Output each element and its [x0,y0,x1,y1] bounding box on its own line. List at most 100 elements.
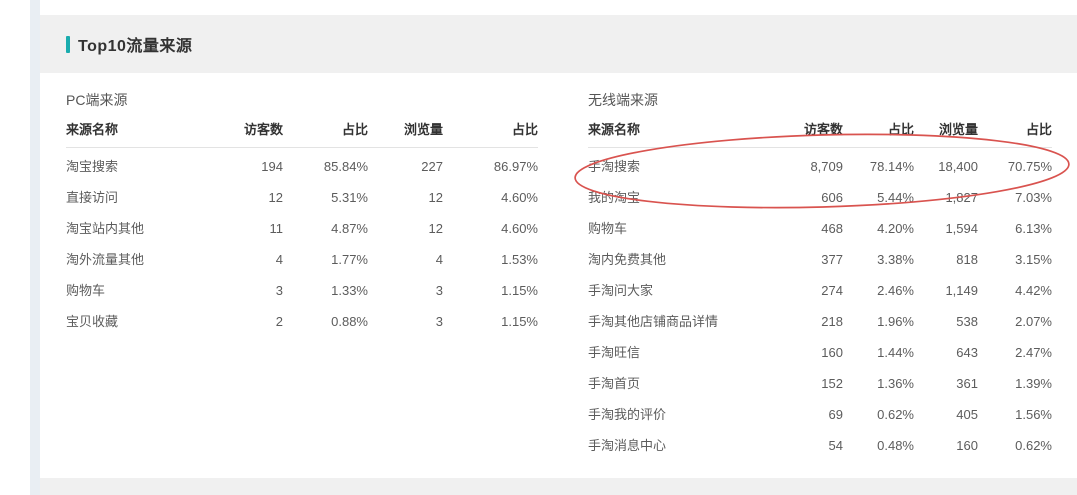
table-row: 购物车 468 4.20% 1,594 6.13% [588,213,1052,244]
title-accent-marker [66,35,70,53]
cell-value: 69 [828,407,843,422]
cell-value: 1.15% [501,283,538,298]
cell-value: 818 [956,252,978,267]
column-header: 访客数 [763,122,843,148]
cell-value: 606 [821,190,843,205]
cell-value: 12 [428,190,443,205]
table-row: 淘外流量其他 4 1.77% 4 1.53% [66,244,538,275]
table-row: 宝贝收藏 2 0.88% 3 1.15% [66,306,538,337]
cell-value: 1,594 [945,221,978,236]
cell-value: 1,149 [945,283,978,298]
cell-value: 0.62% [877,407,914,422]
cell-value: 12 [428,221,443,236]
column-header: 占比 [843,122,914,148]
cell-value: 160 [821,345,843,360]
column-header: 访客数 [186,122,283,148]
cell-value: 7.03% [1015,190,1052,205]
cell-value: 70.75% [1007,159,1052,174]
cell-value: 361 [956,376,978,391]
cell-value: 4.42% [1015,283,1052,298]
traffic-sources-card: PC端来源 来源名称 访客数 占比 浏览量 占比 淘宝搜索 194 85.84% 227 86.… [40,73,1077,478]
cell-value: 3 [435,283,443,298]
table-row: 购物车 3 1.33% 3 1.15% [66,275,538,306]
source-name: 淘外流量其他 [66,252,145,267]
column-header: 占比 [443,122,538,148]
column-header: 占比 [283,122,368,148]
cell-value: 4 [435,252,443,267]
cell-value: 227 [421,159,443,174]
pc-source-table: 来源名称 访客数 占比 浏览量 占比 淘宝搜索 194 85.84% 227 86.97% 直接访… [66,122,538,337]
pc-section-title: PC端来源 [66,92,128,108]
wireless-table-header-row: 来源名称 访客数 占比 浏览量 占比 [588,122,1052,148]
cell-value: 2.47% [1015,345,1052,360]
cell-value: 0.62% [1015,438,1052,453]
table-row: 淘宝站内其他 11 4.87% 12 4.60% [66,213,538,244]
cell-value: 1.15% [501,314,538,329]
table-row: 我的淘宝 606 5.44% 1,827 7.03% [588,182,1052,213]
cell-value: 1.36% [877,376,914,391]
table-row: 直接访问 12 5.31% 12 4.60% [66,182,538,213]
cell-value: 86.97% [493,159,538,174]
cell-value: 3.38% [877,252,914,267]
cell-value: 194 [261,159,283,174]
table-row: 淘宝搜索 194 85.84% 227 86.97% [66,148,538,183]
table-row: 手淘问大家 274 2.46% 1,149 4.42% [588,275,1052,306]
pc-table-header-row: 来源名称 访客数 占比 浏览量 占比 [66,122,538,148]
wireless-source-table: 来源名称 访客数 占比 浏览量 占比 手淘搜索 8,709 78.14% 18,400 70.7… [588,122,1052,461]
cell-value: 2.46% [877,283,914,298]
cell-value: 538 [956,314,978,329]
section-title-band: Top10流量来源 [40,15,1077,73]
cell-value: 0.48% [877,438,914,453]
source-name: 我的淘宝 [588,190,641,205]
cell-value: 85.84% [323,159,368,174]
cell-value: 12 [268,190,283,205]
table-row: 手淘消息中心 54 0.48% 160 0.62% [588,430,1052,461]
table-row: 手淘旺信 160 1.44% 643 2.47% [588,337,1052,368]
cell-value: 468 [821,221,843,236]
cell-value: 1.77% [331,252,368,267]
cell-value: 1.96% [877,314,914,329]
cell-value: 2.07% [1015,314,1052,329]
cell-value: 0.88% [331,314,368,329]
column-header: 浏览量 [914,122,978,148]
column-header: 来源名称 [588,122,763,148]
cell-value: 1.56% [1015,407,1052,422]
cell-value: 5.31% [331,190,368,205]
cell-value: 405 [956,407,978,422]
cell-value: 54 [828,438,843,453]
source-name: 手淘搜索 [588,159,641,174]
cell-value: 1.53% [501,252,538,267]
column-header: 来源名称 [66,122,186,148]
cell-value: 3 [435,314,443,329]
cell-value: 4.20% [877,221,914,236]
cell-value: 218 [821,314,843,329]
report-page-background: Top10流量来源 PC端来源 来源名称 访客数 占比 浏览量 占比 淘宝搜索 194 85… [40,15,1077,495]
cell-value: 4 [275,252,283,267]
source-name: 手淘问大家 [588,283,654,298]
source-name: 手淘我的评价 [588,407,667,422]
table-row: 手淘首页 152 1.36% 361 1.39% [588,368,1052,399]
cell-value: 78.14% [869,159,914,174]
table-row: 手淘其他店铺商品详情 218 1.96% 538 2.07% [588,306,1052,337]
cell-value: 4.60% [501,190,538,205]
source-name: 宝贝收藏 [66,314,119,329]
source-name: 直接访问 [66,190,119,205]
wireless-section-title: 无线端来源 [588,92,658,108]
source-name: 手淘消息中心 [588,438,667,453]
cell-value: 4.87% [331,221,368,236]
cell-value: 8,709 [810,159,843,174]
cell-value: 160 [956,438,978,453]
column-header: 浏览量 [368,122,443,148]
cell-value: 1.39% [1015,376,1052,391]
cell-value: 18,400 [938,159,978,174]
page-title: Top10流量来源 [78,38,193,55]
cell-value: 4.60% [501,221,538,236]
cell-value: 1.33% [331,283,368,298]
table-row: 淘内免费其他 377 3.38% 818 3.15% [588,244,1052,275]
cell-value: 5.44% [877,190,914,205]
source-name: 淘宝站内其他 [66,221,145,236]
source-name: 购物车 [588,221,628,236]
cell-value: 2 [275,314,283,329]
cell-value: 377 [821,252,843,267]
cell-value: 1.44% [877,345,914,360]
